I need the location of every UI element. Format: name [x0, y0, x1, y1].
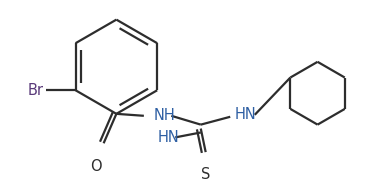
- Text: HN: HN: [235, 107, 257, 122]
- Text: O: O: [90, 159, 102, 174]
- Text: NH: NH: [154, 108, 175, 123]
- Text: Br: Br: [27, 83, 43, 98]
- Text: S: S: [201, 167, 211, 182]
- Text: HN: HN: [158, 130, 179, 145]
